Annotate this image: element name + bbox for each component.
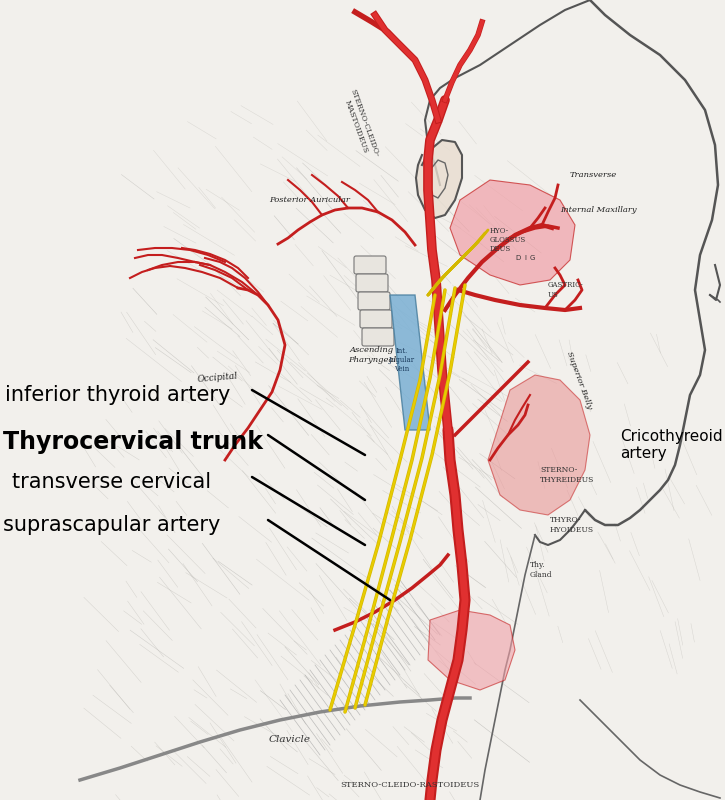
Text: Superior Belly: Superior Belly — [565, 350, 593, 410]
Polygon shape — [450, 180, 575, 285]
FancyBboxPatch shape — [360, 310, 392, 328]
Text: THYRO-
HYOIDEUS: THYRO- HYOIDEUS — [550, 517, 594, 534]
Text: STERNO-CLEIDO-
MASTOIDEUS: STERNO-CLEIDO- MASTOIDEUS — [339, 88, 381, 162]
Polygon shape — [428, 610, 515, 690]
FancyBboxPatch shape — [356, 274, 388, 292]
Text: Transverse: Transverse — [570, 171, 617, 179]
FancyBboxPatch shape — [362, 328, 394, 346]
Text: STERNO-
THYREIDEUS: STERNO- THYREIDEUS — [540, 466, 594, 483]
Text: Int.
Jugular
Vein: Int. Jugular Vein — [389, 347, 415, 373]
Text: G: G — [529, 255, 534, 261]
Polygon shape — [390, 295, 430, 430]
Text: Posterior Auricular: Posterior Auricular — [270, 196, 350, 204]
Text: Thyrocervical trunk: Thyrocervical trunk — [3, 430, 263, 454]
Polygon shape — [416, 140, 462, 218]
Text: Clavicle: Clavicle — [269, 735, 311, 745]
Text: I: I — [524, 255, 526, 261]
Text: HYO-
GLOSSUS
DEUS: HYO- GLOSSUS DEUS — [490, 227, 526, 253]
Text: Occipital: Occipital — [197, 372, 239, 384]
Text: D: D — [515, 255, 521, 261]
Text: STERNO-CLEIDO-RASTOIDEUS: STERNO-CLEIDO-RASTOIDEUS — [340, 781, 480, 789]
Text: suprascapular artery: suprascapular artery — [3, 515, 220, 535]
Text: Cricothyreoid
artery: Cricothyreoid artery — [620, 429, 723, 461]
FancyBboxPatch shape — [358, 292, 390, 310]
Text: Thy.
Gland: Thy. Gland — [530, 562, 552, 578]
Text: GASTRIC-
US: GASTRIC- US — [548, 282, 584, 298]
Text: Internal Maxillary: Internal Maxillary — [560, 206, 637, 214]
Text: inferior thyroid artery: inferior thyroid artery — [5, 385, 231, 405]
Polygon shape — [488, 375, 590, 515]
FancyBboxPatch shape — [354, 256, 386, 274]
Text: transverse cervical: transverse cervical — [12, 472, 211, 492]
Text: Ascending
Pharyngeal: Ascending Pharyngeal — [348, 346, 396, 363]
